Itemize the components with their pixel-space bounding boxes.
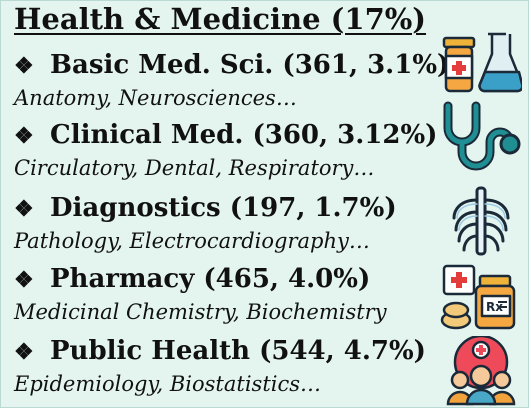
diamond-bullet-icon: ❖ — [14, 196, 34, 222]
list-item: ❖ Basic Med. Sci. (361, 3.1%) Anatomy, Ne… — [14, 48, 449, 112]
diamond-bullet-icon: ❖ — [14, 267, 34, 293]
page-title: Health & Medicine (17%) — [14, 2, 427, 36]
pharmacy-icon: Rx — [440, 264, 516, 330]
item-subtitle: Medicinal Chemistry, Biochemistry — [14, 300, 387, 324]
item-subtitle: Pathology, Electrocardiography… — [14, 229, 370, 253]
item-heading: ❖ Clinical Med. (360, 3.12%) — [14, 118, 437, 152]
list-item: ❖ Pharmacy (465, 4.0%) Medicinal Chemistr… — [14, 262, 387, 326]
item-heading: ❖ Diagnostics (197, 1.7%) — [14, 191, 397, 225]
item-heading: ❖ Public Health (544, 4.7%) — [14, 334, 426, 368]
list-item: ❖ Public Health (544, 4.7%) Epidemiology,… — [14, 334, 426, 398]
medicine-lab-icon — [442, 32, 522, 93]
stethoscope-icon — [443, 101, 521, 171]
public-health-icon — [446, 336, 516, 406]
item-heading: ❖ Basic Med. Sci. (361, 3.1%) — [14, 48, 449, 82]
diamond-bullet-icon: ❖ — [14, 339, 34, 365]
list-item: ❖ Clinical Med. (360, 3.12%) Circulatory,… — [14, 118, 437, 182]
ribcage-xray-icon — [452, 186, 510, 256]
item-subtitle: Anatomy, Neurosciences… — [14, 86, 297, 110]
diamond-bullet-icon: ❖ — [14, 53, 34, 79]
item-heading: ❖ Pharmacy (465, 4.0%) — [14, 262, 387, 296]
item-subtitle: Epidemiology, Biostatistics… — [14, 372, 322, 396]
svg-text:Rx: Rx — [486, 300, 503, 314]
list-item: ❖ Diagnostics (197, 1.7%) Pathology, Elec… — [14, 191, 397, 255]
item-subtitle: Circulatory, Dental, Respiratory… — [14, 156, 375, 180]
diamond-bullet-icon: ❖ — [14, 123, 34, 149]
